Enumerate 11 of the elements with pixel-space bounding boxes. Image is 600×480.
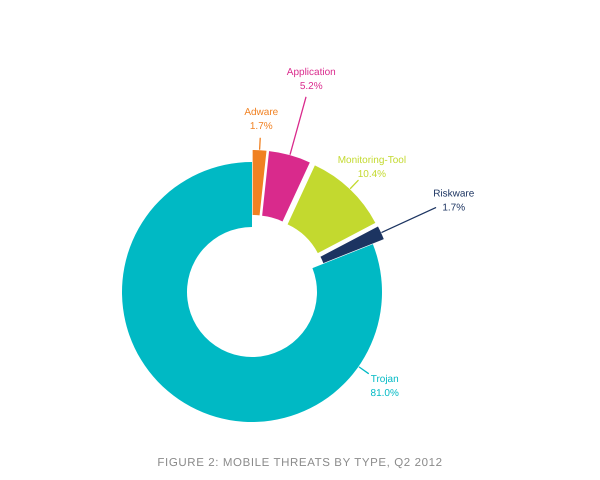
slice-label: Application bbox=[286, 67, 336, 78]
text: FIGURE 2: MOBILE THREATS BY TYPE, Q2 2012 bbox=[156, 456, 444, 471]
slice-label: Adware bbox=[244, 107, 279, 118]
data-label: 5.2% bbox=[300, 81, 323, 92]
slice-label: Trojan bbox=[370, 374, 399, 385]
data-label: 1.7% bbox=[250, 121, 273, 132]
slice-label: Monitoring-Tool bbox=[338, 154, 406, 166]
data-label: 10.4% bbox=[358, 168, 386, 180]
data-label: 1.7% bbox=[442, 202, 466, 214]
slice-label: Riskware bbox=[433, 188, 475, 200]
data-label: 81.0% bbox=[370, 388, 399, 399]
